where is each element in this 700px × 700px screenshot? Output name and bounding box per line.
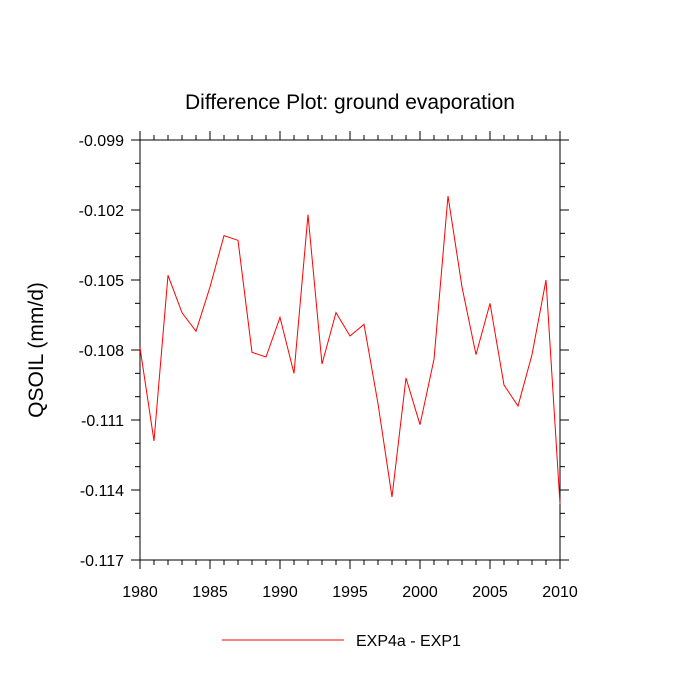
series-layer <box>139 195 561 505</box>
chart-title: Difference Plot: ground evaporation <box>185 91 515 114</box>
plot-frame <box>139 139 561 561</box>
y-axis-label: QSOIL (mm/d) <box>25 282 48 418</box>
y-tick-label: -0.099 <box>79 133 124 150</box>
x-tick-label: 2000 <box>402 584 438 601</box>
x-tick-label: 1995 <box>332 584 368 601</box>
legend: EXP4a - EXP1 <box>222 633 461 650</box>
series-line-exp4a-exp1 <box>139 195 561 505</box>
x-tick-label: 1990 <box>262 584 298 601</box>
y-tick-label: -0.111 <box>81 413 124 430</box>
y-tick-label: -0.117 <box>80 553 124 570</box>
y-tick-label: -0.105 <box>79 273 124 290</box>
legend-label-exp4a-exp1: EXP4a - EXP1 <box>356 633 461 650</box>
y-tick-label: -0.108 <box>79 343 124 360</box>
y-tick-label: -0.102 <box>79 203 124 220</box>
x-tick-label: 1985 <box>192 584 228 601</box>
x-tick-label: 1980 <box>122 584 158 601</box>
x-tick-label: 2005 <box>472 584 508 601</box>
x-tick-label: 2010 <box>542 584 578 601</box>
y-tick-label: -0.114 <box>80 483 124 500</box>
axis-ticks: 1980 1985 1990 1995 2000 2005 2010 -0.099 -0.102… <box>79 131 578 601</box>
